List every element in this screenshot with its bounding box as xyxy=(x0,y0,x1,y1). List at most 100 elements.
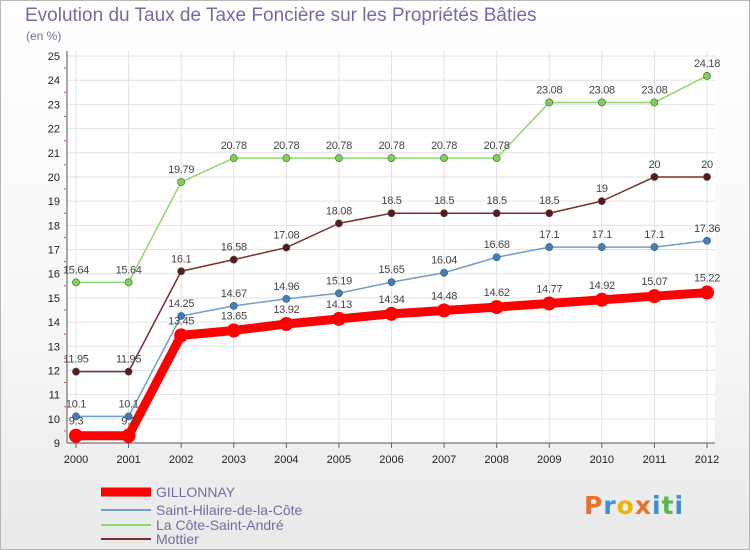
logo-letter: t xyxy=(661,491,675,520)
data-point xyxy=(650,243,659,251)
data-label: 9.3 xyxy=(121,416,136,428)
data-label: 20.78 xyxy=(221,140,247,152)
x-tick-label: 2012 xyxy=(695,454,719,466)
data-point xyxy=(335,289,343,298)
data-label: 20.78 xyxy=(431,140,457,152)
data-point xyxy=(124,367,133,376)
x-tick-label: 2005 xyxy=(327,454,351,466)
x-tick-label: 2007 xyxy=(432,454,456,466)
legend-label: Mottier xyxy=(156,531,199,547)
y-tick-label: 17 xyxy=(48,245,60,257)
data-label: 15.65 xyxy=(378,264,404,276)
data-point xyxy=(121,428,136,443)
data-label: 10.1 xyxy=(118,398,138,410)
data-point xyxy=(387,209,396,218)
data-label: 17.08 xyxy=(273,230,299,242)
data-label: 15.64 xyxy=(116,264,142,276)
data-label: 11.95 xyxy=(116,354,141,366)
data-point xyxy=(331,311,346,326)
data-label: 23.08 xyxy=(536,84,562,96)
x-tick-label: 2001 xyxy=(116,454,140,466)
y-tick-label: 25 xyxy=(48,51,60,63)
y-tick-label: 21 xyxy=(48,148,60,160)
x-tick-label: 2004 xyxy=(274,454,298,466)
data-point xyxy=(545,98,554,107)
y-tick-label: 24 xyxy=(48,75,60,87)
y-tick-label: 11 xyxy=(49,390,60,402)
x-tick-label: 2002 xyxy=(169,454,193,466)
data-label: 13.45 xyxy=(168,315,194,327)
data-point xyxy=(335,219,343,228)
y-tick-label: 13 xyxy=(48,341,60,353)
x-tick-label: 2000 xyxy=(64,454,88,466)
y-tick-label: 22 xyxy=(48,124,60,136)
data-label: 15.64 xyxy=(63,264,89,276)
data-label: 14.77 xyxy=(536,283,562,295)
logo-letter: i xyxy=(674,491,685,520)
data-point xyxy=(440,154,448,162)
data-point xyxy=(594,292,609,307)
data-point xyxy=(384,306,399,321)
data-label: 14.67 xyxy=(221,288,247,300)
y-tick-label: 9 xyxy=(54,438,60,450)
data-point xyxy=(492,154,501,162)
data-label: 20.78 xyxy=(273,140,299,152)
data-point xyxy=(700,285,714,300)
y-tick-label: 15 xyxy=(48,293,60,305)
data-point xyxy=(229,255,238,264)
series-3: 11.95 11.95 16.1 16.58 17.08 18.08 18.5 18.5 18.… xyxy=(63,159,713,376)
x-tick-label: 2006 xyxy=(379,454,403,466)
data-point xyxy=(703,236,711,245)
legend-label: Saint-Hilaire-de-la-Côte xyxy=(156,502,302,518)
data-point xyxy=(69,428,83,443)
data-label: 20 xyxy=(701,159,713,171)
data-label: 14.92 xyxy=(589,280,615,292)
data-label: 14.62 xyxy=(484,287,510,299)
data-label: 17.1 xyxy=(539,229,559,241)
y-tick-label: 18 xyxy=(48,220,60,232)
data-label: 13.65 xyxy=(221,311,247,323)
data-point xyxy=(177,267,186,276)
y-tick-label: 16 xyxy=(48,269,60,281)
x-tick-label: 2010 xyxy=(590,454,614,466)
y-unit-label: (en %) xyxy=(26,29,62,43)
legend-label: La Côte-Saint-André xyxy=(156,517,284,533)
data-point xyxy=(545,209,554,218)
data-point xyxy=(703,71,711,80)
data-label: 15.22 xyxy=(694,273,720,285)
data-point xyxy=(279,316,294,331)
data-label: 16.58 xyxy=(221,242,247,254)
data-label: 14.13 xyxy=(326,299,352,311)
data-point xyxy=(282,294,291,303)
data-label: 17.1 xyxy=(644,229,664,241)
data-label: 19 xyxy=(596,183,608,195)
series-1: 10.1 10.1 14.25 14.67 14.96 15.19 15.65 16.04 16… xyxy=(66,223,720,421)
data-label: 11.95 xyxy=(63,354,88,366)
data-point xyxy=(174,328,189,343)
data-point xyxy=(647,289,662,304)
data-point xyxy=(440,209,448,218)
y-tick-label: 14 xyxy=(48,317,60,329)
data-label: 14.25 xyxy=(168,298,194,310)
data-label: 23.08 xyxy=(641,84,667,96)
data-label: 17.36 xyxy=(694,223,720,235)
data-label: 15.19 xyxy=(326,275,352,287)
data-label: 18.5 xyxy=(487,195,507,207)
data-point xyxy=(597,98,606,107)
x-tick-label: 2009 xyxy=(537,454,561,466)
data-label: 20.78 xyxy=(484,140,510,152)
data-point xyxy=(437,303,452,318)
data-point xyxy=(226,323,241,338)
data-label: 14.96 xyxy=(273,281,299,293)
proxiti-logo: Proxiti xyxy=(584,491,684,520)
data-label: 20.78 xyxy=(378,140,404,152)
data-point xyxy=(387,154,396,162)
data-label: 16.68 xyxy=(484,239,510,251)
data-label: 18.08 xyxy=(326,205,352,217)
data-point xyxy=(72,367,80,376)
data-point xyxy=(229,154,238,162)
data-point xyxy=(282,243,291,252)
data-label: 18.5 xyxy=(434,195,454,207)
data-label: 18.5 xyxy=(539,195,559,207)
